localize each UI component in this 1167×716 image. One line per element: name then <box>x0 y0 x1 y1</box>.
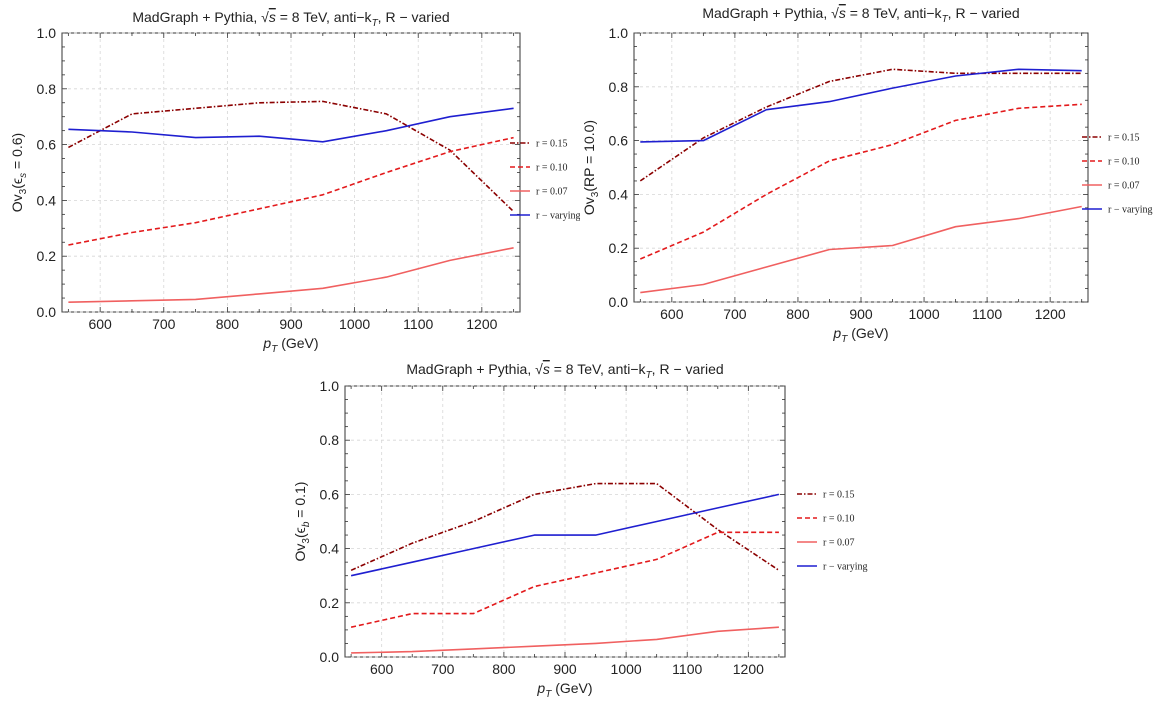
legend-label: r = 0.07 <box>823 538 854 549</box>
x-axis-label: pT (GeV) <box>262 335 318 355</box>
legend-label: r = 0.10 <box>536 163 567 174</box>
x-tick-label: 600 <box>370 661 394 677</box>
chart-title: MadGraph + Pythia, √s = 8 TeV, anti−kT, … <box>702 5 1019 25</box>
x-tick-label: 1100 <box>403 316 433 332</box>
x-tick-label: 800 <box>492 661 516 677</box>
legend-label: r − varying <box>536 211 580 222</box>
x-tick-label: 700 <box>723 306 747 322</box>
y-tick-label: 0.4 <box>37 192 57 208</box>
legend-label: r = 0.07 <box>1108 181 1139 192</box>
y-tick-label: 1.0 <box>609 25 629 41</box>
x-tick-label: 800 <box>216 316 240 332</box>
x-tick-label: 900 <box>849 306 873 322</box>
legend-label: r = 0.10 <box>823 514 854 525</box>
x-tick-label: 1000 <box>908 306 939 322</box>
y-tick-label: 0.6 <box>37 137 57 153</box>
legend-label: r − varying <box>1108 205 1153 216</box>
x-axis-label: pT (GeV) <box>832 325 888 345</box>
y-tick-label: 0.0 <box>320 649 340 665</box>
chart-top-right: 600 700 800 900 1000 1100 1200 0.0 0.2 0.4 0.6 0.8 1… <box>582 0 1167 355</box>
x-tick-label: 800 <box>786 306 810 322</box>
y-tick-label: 0.2 <box>609 240 629 256</box>
y-tick-label: 0.2 <box>320 595 340 611</box>
y-tick-label: 0.6 <box>609 133 629 149</box>
y-tick-label: 0.6 <box>320 486 340 502</box>
y-tick-label: 1.0 <box>320 378 340 394</box>
x-tick-label: 1100 <box>672 661 702 677</box>
x-tick-label: 1200 <box>733 661 764 677</box>
y-axis-label: Ov3(RP = 10.0) <box>582 120 601 215</box>
x-tick-label: 1000 <box>339 316 370 332</box>
x-tick-label: 700 <box>152 316 176 332</box>
x-tick-label: 1200 <box>1035 306 1066 322</box>
y-tick-label: 0.4 <box>609 186 629 202</box>
legend-label: r − varying <box>823 562 868 573</box>
y-tick-label: 1.0 <box>37 25 57 41</box>
y-tick-label: 0.0 <box>37 304 57 320</box>
y-axis-label: Ov3(ϵb = 0.1) <box>292 482 312 562</box>
y-axis-label: Ov3(ϵs = 0.6) <box>9 133 29 212</box>
x-tick-label: 700 <box>431 661 455 677</box>
y-tick-label: 0.4 <box>320 541 340 557</box>
legend-label: r = 0.10 <box>1108 157 1139 168</box>
chart-top-left: 600 700 800 900 1000 1100 1200 0.0 0.2 0.4 0.6 0.8 1… <box>0 0 580 355</box>
x-tick-label: 900 <box>279 316 303 332</box>
legend-label: r = 0.15 <box>823 490 854 501</box>
chart-title: MadGraph + Pythia, √s = 8 TeV, anti−kT, … <box>132 9 449 29</box>
y-tick-label: 0.0 <box>609 294 629 310</box>
legend-label: r = 0.15 <box>1108 133 1139 144</box>
x-tick-label: 1100 <box>972 306 1002 322</box>
chart-panel-top-left: 600 700 800 900 1000 1100 1200 0.0 0.2 0.4 0.6 0.8 1… <box>0 0 580 355</box>
y-tick-label: 0.8 <box>609 79 629 95</box>
series-line <box>640 104 1081 259</box>
legend-label: r = 0.07 <box>536 187 567 198</box>
y-tick-label: 0.8 <box>320 432 340 448</box>
x-tick-label: 1000 <box>611 661 642 677</box>
y-tick-label: 0.2 <box>37 248 57 264</box>
x-tick-label: 1200 <box>466 316 497 332</box>
x-axis-label: pT (GeV) <box>536 680 592 700</box>
chart-panel-bottom: 600 700 800 900 1000 1100 1200 0.0 0.2 0.4 0.6 0.8 1… <box>270 355 900 711</box>
y-tick-label: 0.8 <box>37 81 57 97</box>
x-tick-label: 600 <box>660 306 684 322</box>
chart-bottom: 600 700 800 900 1000 1100 1200 0.0 0.2 0.4 0.6 0.8 1… <box>270 355 900 711</box>
chart-panel-top-right: 600 700 800 900 1000 1100 1200 0.0 0.2 0.4 0.6 0.8 1… <box>582 0 1167 355</box>
legend-label: r = 0.15 <box>536 139 567 150</box>
x-tick-label: 900 <box>553 661 577 677</box>
x-tick-label: 600 <box>88 316 112 332</box>
chart-title: MadGraph + Pythia, √s = 8 TeV, anti−kT, … <box>406 361 723 381</box>
